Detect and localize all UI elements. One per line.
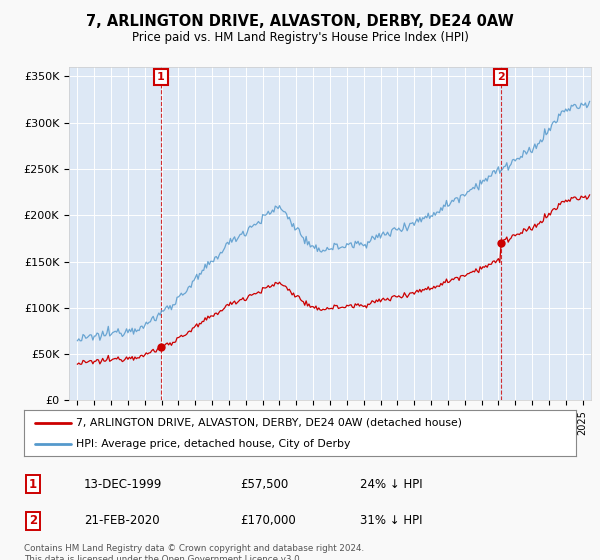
Text: 2: 2 bbox=[29, 514, 37, 528]
Text: 7, ARLINGTON DRIVE, ALVASTON, DERBY, DE24 0AW: 7, ARLINGTON DRIVE, ALVASTON, DERBY, DE2… bbox=[86, 14, 514, 29]
Text: Contains HM Land Registry data © Crown copyright and database right 2024.
This d: Contains HM Land Registry data © Crown c… bbox=[24, 544, 364, 560]
Text: 13-DEC-1999: 13-DEC-1999 bbox=[84, 478, 163, 491]
Text: 24% ↓ HPI: 24% ↓ HPI bbox=[360, 478, 422, 491]
Text: Price paid vs. HM Land Registry's House Price Index (HPI): Price paid vs. HM Land Registry's House … bbox=[131, 31, 469, 44]
Text: 7, ARLINGTON DRIVE, ALVASTON, DERBY, DE24 0AW (detached house): 7, ARLINGTON DRIVE, ALVASTON, DERBY, DE2… bbox=[76, 418, 463, 428]
Text: 2: 2 bbox=[497, 72, 505, 82]
Text: £170,000: £170,000 bbox=[240, 514, 296, 528]
Text: £57,500: £57,500 bbox=[240, 478, 288, 491]
Text: 31% ↓ HPI: 31% ↓ HPI bbox=[360, 514, 422, 528]
Text: HPI: Average price, detached house, City of Derby: HPI: Average price, detached house, City… bbox=[76, 439, 351, 449]
Text: 1: 1 bbox=[29, 478, 37, 491]
Text: 21-FEB-2020: 21-FEB-2020 bbox=[84, 514, 160, 528]
Text: 1: 1 bbox=[157, 72, 165, 82]
